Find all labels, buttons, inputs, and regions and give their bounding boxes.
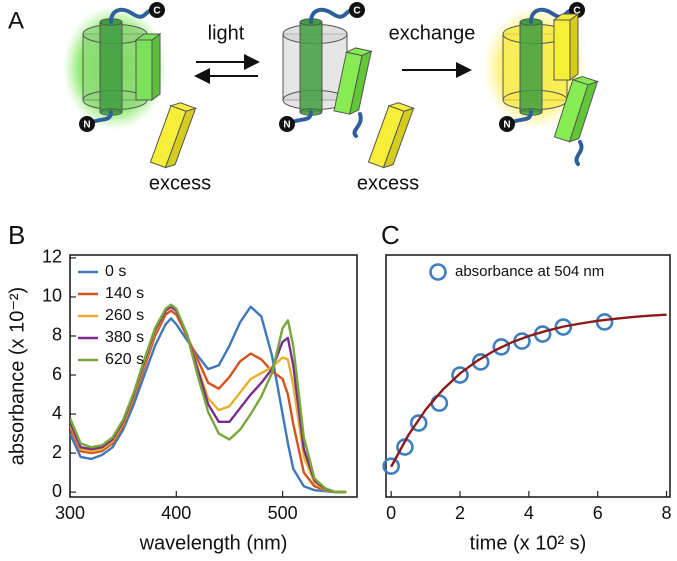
prism-side [135, 39, 153, 101]
terminus-label: N [283, 120, 290, 131]
legend-label: 620 s [105, 351, 144, 368]
step-label: exchange [389, 22, 476, 44]
terminus-label: C [573, 6, 580, 17]
series-line [70, 305, 347, 494]
tail [352, 112, 363, 138]
x-tick-label: 400 [161, 503, 191, 523]
x-tick-label: 4 [524, 503, 534, 523]
cylinder-body [519, 21, 543, 113]
tail [291, 110, 313, 124]
y-tick-label: 10 [42, 286, 62, 306]
prism-top [552, 13, 580, 21]
terminus-label: N [83, 120, 90, 131]
tail [91, 110, 113, 124]
x-tick-label: 0 [386, 503, 396, 523]
terminus-label: C [353, 6, 360, 17]
helix-prism [333, 47, 373, 116]
legend-label: 0 s [105, 263, 126, 280]
x-tick-label: 500 [268, 503, 298, 523]
legend-label: absorbance at 504 nm [455, 263, 604, 280]
y-tick-label: 12 [42, 247, 62, 267]
series-line [390, 313, 667, 468]
series-line [70, 303, 347, 494]
y-tick-label: 2 [52, 442, 62, 462]
data-point [595, 313, 614, 331]
helix-prism [553, 75, 600, 143]
tail [574, 140, 584, 166]
y-tick-label: 0 [52, 481, 62, 501]
legend-swatch [429, 263, 447, 281]
prism-top [571, 75, 600, 86]
legend-label: 380 s [105, 329, 144, 346]
data-point [471, 353, 490, 371]
x-axis-label: wavelength (nm) [139, 532, 288, 554]
barrel [282, 18, 348, 116]
data-point [409, 414, 428, 432]
prism-side [151, 33, 161, 101]
legend-label: 140 s [105, 285, 144, 302]
cylinder-body [299, 21, 323, 113]
x-tick-label: 2 [455, 503, 465, 523]
tail [309, 7, 355, 24]
plot-frame [69, 254, 358, 498]
prism-top [344, 47, 373, 57]
terminus [149, 2, 165, 18]
data-point [492, 338, 511, 356]
data-point [430, 394, 449, 412]
prism-side [553, 19, 571, 81]
excess-label: excess [357, 172, 419, 194]
x-tick-label: 6 [593, 503, 603, 523]
prism-top [387, 102, 416, 112]
legend-label: 260 s [105, 307, 144, 324]
data-point [382, 457, 400, 475]
y-axis-label: absorbance (x 10⁻²) [6, 287, 28, 465]
terminus-label: N [503, 120, 510, 131]
y-tick-label: 6 [52, 364, 62, 384]
panel-label: A [8, 7, 24, 34]
x-axis-label: time (x 10² s) [470, 532, 587, 554]
plot-frame [385, 254, 671, 498]
y-tick-label: 4 [52, 403, 62, 423]
tail [511, 110, 533, 124]
cylinder-body [99, 21, 123, 113]
x-tick-label: 8 [662, 503, 672, 523]
terminus [499, 116, 515, 132]
terminus [279, 116, 295, 132]
data-point [554, 318, 573, 336]
panel-label: C [381, 220, 400, 250]
step-label: light [208, 22, 245, 44]
excess-label: excess [149, 172, 211, 194]
terminus [79, 116, 95, 132]
helix-prism [552, 13, 580, 81]
y-tick-label: 8 [52, 325, 62, 345]
terminus [349, 2, 365, 18]
helix-prism [149, 102, 198, 169]
tail [109, 7, 155, 24]
tail [529, 7, 575, 24]
terminus-label: C [153, 6, 160, 17]
x-tick-label: 300 [55, 503, 85, 523]
barrel [502, 18, 568, 116]
helix-prism [134, 33, 162, 101]
data-point [451, 366, 469, 384]
helix-prism [367, 102, 416, 169]
prism-top [169, 102, 198, 112]
panel-label: B [8, 220, 25, 250]
prism-side [569, 13, 579, 81]
prism-top [134, 33, 162, 41]
